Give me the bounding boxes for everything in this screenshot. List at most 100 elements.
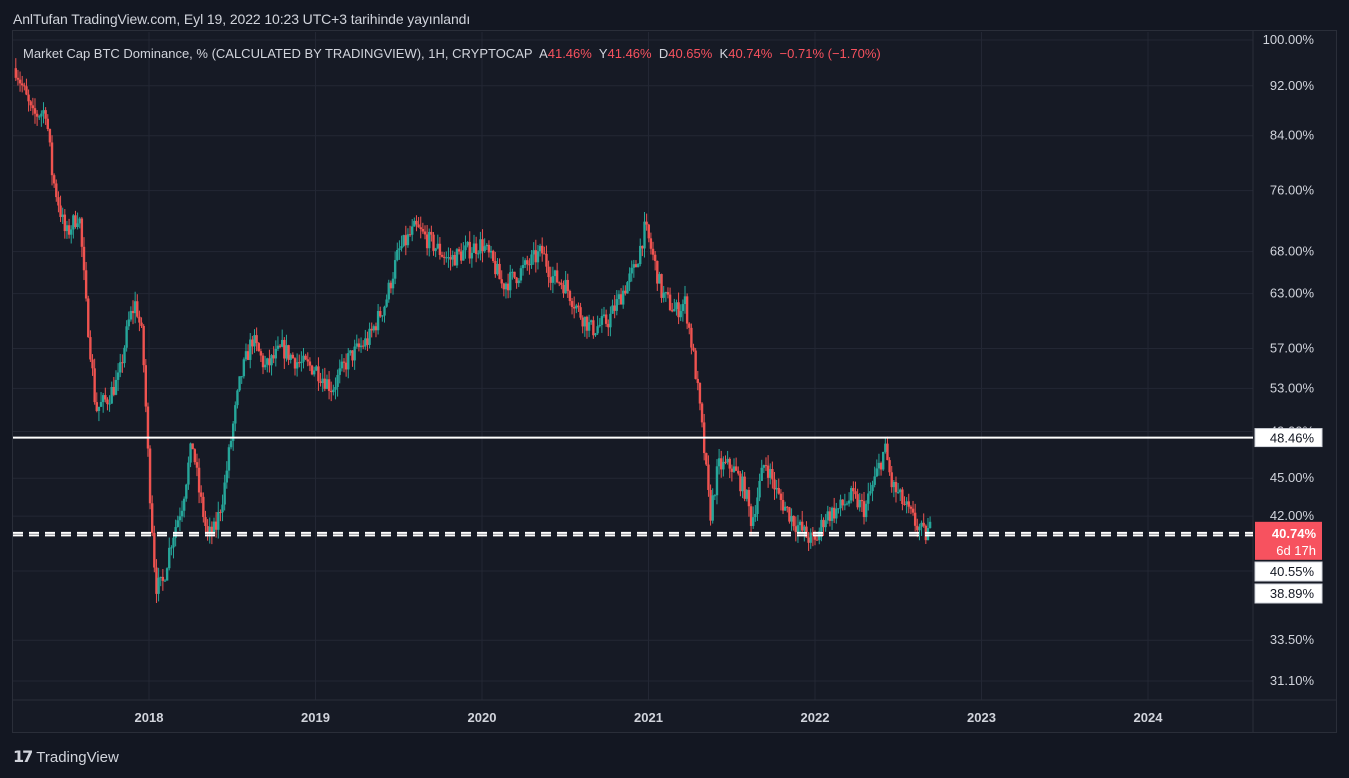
candle-body: [479, 239, 482, 254]
candle-body: [302, 355, 305, 362]
candle-body: [907, 501, 910, 507]
candle-body: [884, 443, 887, 452]
candle-body: [436, 243, 439, 249]
candle-body: [720, 458, 723, 470]
y-tick-label: 42.00%: [1270, 508, 1315, 523]
candle-body: [551, 276, 555, 283]
candle-body: [374, 326, 378, 331]
candle-body: [496, 263, 499, 275]
candle-body: [70, 229, 73, 235]
candle-body: [266, 358, 269, 365]
candle-body: [332, 389, 335, 393]
candle-body: [351, 350, 354, 361]
candle-body: [419, 227, 422, 229]
candle-body: [830, 507, 834, 521]
candle-body: [675, 302, 678, 309]
candle-body: [91, 359, 94, 369]
candle-body: [165, 568, 169, 581]
candle-body: [683, 296, 687, 305]
candle-body: [408, 234, 412, 236]
candle-body: [42, 110, 45, 114]
candle-body: [123, 347, 126, 364]
candle-body: [847, 500, 851, 504]
candle-body: [379, 311, 382, 317]
candle-body: [238, 376, 241, 391]
candle-body: [798, 521, 802, 526]
candle-body: [858, 499, 861, 508]
last-price-badge-bg: [1255, 521, 1322, 560]
candle-body: [600, 316, 604, 325]
chart-pane[interactable]: [12, 30, 1337, 733]
candle-body: [916, 525, 919, 531]
candle-body: [27, 94, 30, 102]
candle-body: [636, 264, 640, 268]
candle-body: [455, 249, 459, 266]
candle-body: [253, 335, 256, 347]
candle-body: [641, 245, 644, 249]
candle-body: [777, 487, 780, 494]
candle-body: [583, 316, 587, 327]
candle-body: [140, 322, 143, 326]
candle-body: [440, 254, 444, 257]
candle-body: [705, 453, 708, 465]
candle-body: [681, 304, 685, 311]
tradingview-logo[interactable]: 𝟭𝟳 TradingView: [13, 747, 119, 767]
candle-body: [562, 284, 565, 294]
candle-body: [850, 488, 853, 501]
candle-body: [411, 226, 414, 235]
candle-body: [372, 326, 376, 331]
candle-body: [783, 506, 787, 511]
candle-body: [148, 448, 152, 504]
candle-body: [304, 355, 307, 360]
candle-body: [579, 307, 582, 318]
horizontal-levels: [13, 436, 1253, 537]
candle-body: [643, 221, 646, 249]
y-tick-label: 63.00%: [1270, 286, 1315, 301]
candle-body: [225, 470, 228, 483]
candle-body: [138, 316, 141, 323]
candle-body: [485, 244, 488, 247]
tradingview-icon: 𝟭𝟳: [13, 749, 33, 766]
candle-body: [843, 504, 847, 506]
candle-body: [310, 365, 314, 375]
candle-body: [52, 175, 56, 184]
candle-body: [590, 320, 593, 323]
candle-body: [824, 520, 827, 528]
candle-body: [477, 253, 480, 255]
candle-body: [274, 348, 278, 359]
level-badge-4055-bg: [1254, 561, 1323, 582]
y-tick-label: 68.00%: [1270, 244, 1315, 259]
candle-body: [67, 225, 71, 235]
candle-body: [694, 350, 697, 379]
candle-body: [688, 323, 691, 328]
candle-body: [506, 283, 510, 291]
candle-body: [628, 273, 631, 283]
candle-body: [517, 280, 520, 284]
candle-body: [246, 351, 250, 360]
candle-body: [769, 469, 772, 478]
candle-body: [63, 214, 67, 232]
candle-body: [626, 282, 629, 294]
level-badge-48: 48.46%: [1270, 431, 1315, 446]
candle-body: [210, 526, 214, 534]
candle-body: [48, 129, 52, 143]
candle-body: [509, 272, 512, 291]
candle-body: [193, 449, 197, 463]
candle-body: [630, 267, 633, 274]
low-marker-badge-bg: [1254, 583, 1323, 604]
candle-body: [822, 519, 825, 528]
candle-body: [93, 368, 96, 403]
candle-body: [792, 515, 795, 527]
candle-body: [159, 576, 162, 578]
candle-body: [724, 461, 727, 463]
candle-body: [536, 251, 540, 263]
candle-body: [451, 254, 454, 260]
legend-high-value: 41.46%: [607, 46, 652, 61]
candle-body: [743, 476, 746, 499]
candle-body: [528, 264, 531, 266]
candle-body: [368, 328, 371, 345]
candle-body: [87, 298, 90, 338]
candle-body: [592, 320, 595, 336]
candle-body: [319, 381, 322, 384]
